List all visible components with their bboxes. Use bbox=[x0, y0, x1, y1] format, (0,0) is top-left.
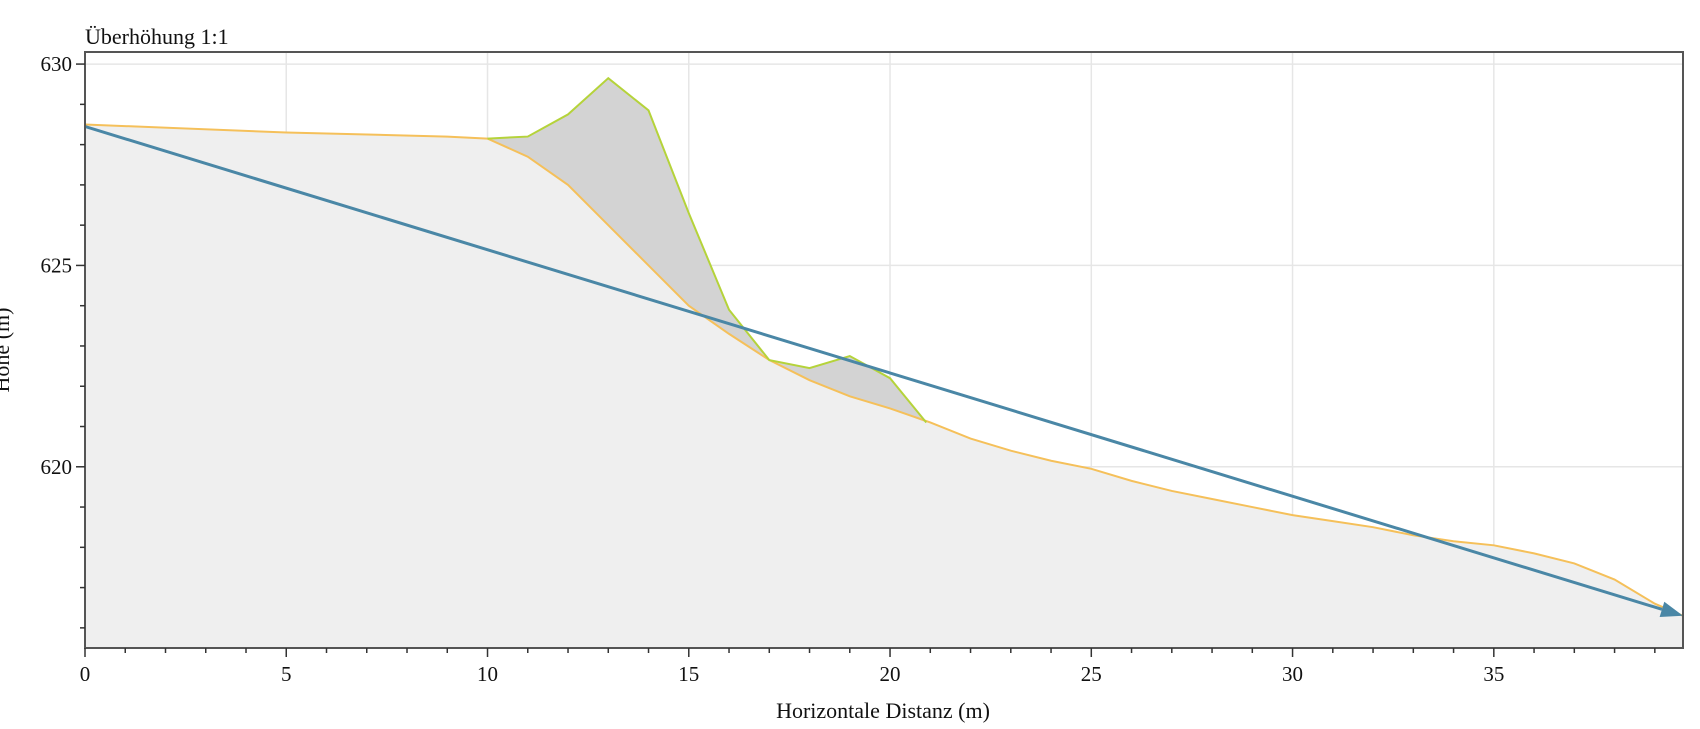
plot-areas bbox=[85, 78, 1683, 648]
terrain-area bbox=[85, 124, 1683, 648]
terrain-line bbox=[84, 123, 1684, 617]
trajectory-line bbox=[84, 125, 1663, 611]
exaggeration-label: Überhöhung 1:1 bbox=[85, 24, 229, 49]
axis-ticks bbox=[76, 63, 1656, 657]
x-tick-label: 25 bbox=[1081, 662, 1102, 686]
x-tick-labels: 0 5 10 15 20 25 30 35 bbox=[80, 662, 1505, 686]
deposit-line bbox=[487, 76, 928, 424]
x-tick-label: 5 bbox=[281, 662, 292, 686]
x-axis-title: Horizontale Distanz (m) bbox=[776, 698, 990, 723]
deposit-area bbox=[487, 78, 927, 423]
x-tick-label: 0 bbox=[80, 662, 91, 686]
y-tick-label: 630 bbox=[41, 52, 73, 76]
y-axis-title: Höhe (m) bbox=[0, 308, 14, 393]
x-tick-label: 35 bbox=[1483, 662, 1504, 686]
x-tick-label: 20 bbox=[880, 662, 901, 686]
x-tick-label: 10 bbox=[477, 662, 498, 686]
plot-frame bbox=[84, 51, 1684, 649]
y-tick-label: 620 bbox=[41, 455, 73, 479]
y-tick-labels: 620 625 630 bbox=[41, 52, 73, 479]
x-tick-label: 15 bbox=[678, 662, 699, 686]
x-tick-label: 30 bbox=[1282, 662, 1303, 686]
y-tick-label: 625 bbox=[41, 253, 73, 277]
plot-lines bbox=[84, 76, 1684, 617]
trajectory-arrowhead bbox=[1659, 601, 1683, 617]
